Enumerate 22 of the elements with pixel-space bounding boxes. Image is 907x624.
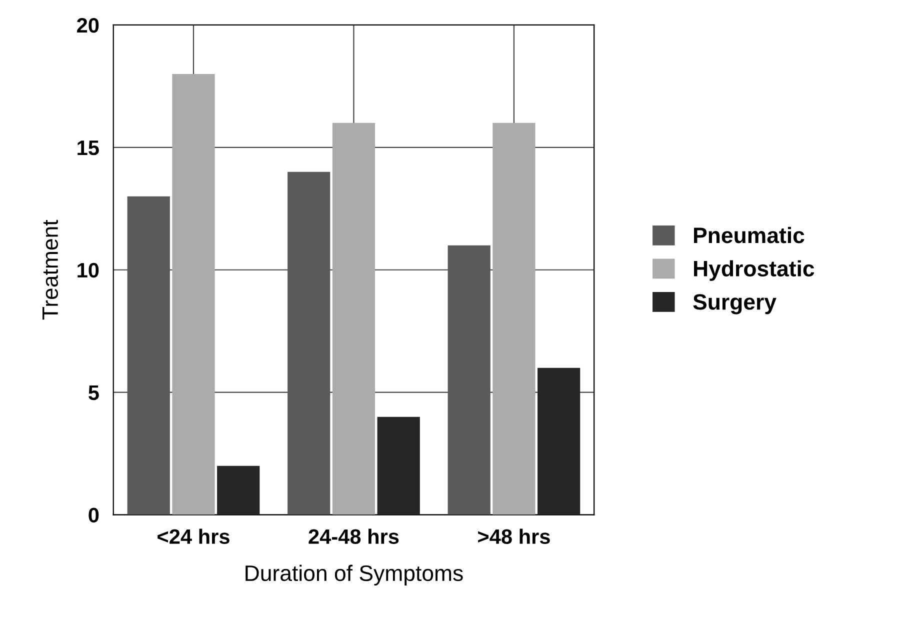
y-tick-label: 10 [78,262,99,278]
x-tick-label: <24 hrs [158,528,230,544]
bar [538,368,580,515]
bar [127,196,170,515]
bar [217,466,260,515]
bar [448,245,490,515]
y-tick-label: 15 [78,140,99,156]
x-tick-label: >48 hrs [478,528,550,544]
bar [492,122,536,515]
bar [332,122,376,515]
y-axis-title: Treatment [42,220,58,320]
bar [172,74,215,515]
x-tick-label: 24-48 hrs [308,528,399,544]
y-tick-label: 5 [88,386,99,400]
x-axis-title: Duration of Symptoms [246,564,463,586]
y-tick-label: 0 [88,508,99,523]
legend-label: Pneumatic [694,226,804,244]
y-tick-label: 20 [77,18,99,33]
legend-label: Hydrostatic [694,260,814,281]
legend-label: Surgery [693,294,776,314]
bar [377,416,420,515]
bar [288,172,330,515]
